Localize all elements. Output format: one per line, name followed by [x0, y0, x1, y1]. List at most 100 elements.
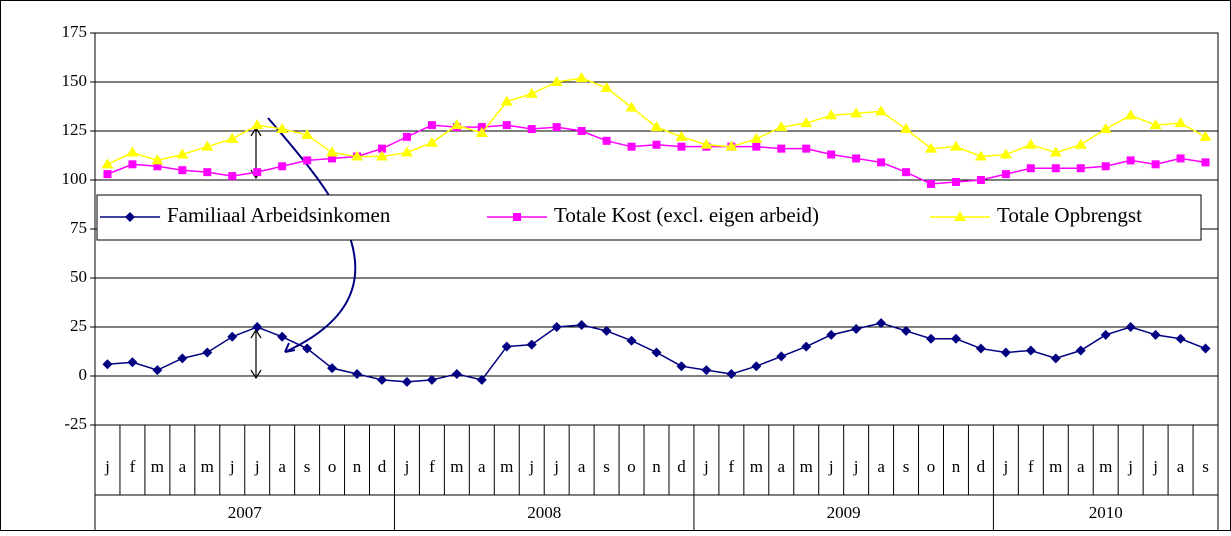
y-tick-label: 25 [70, 316, 87, 335]
point [951, 177, 960, 186]
x-tick-label: a [1177, 457, 1185, 476]
point [751, 361, 762, 372]
point [303, 156, 312, 165]
x-tick-label: d [378, 457, 387, 476]
point [752, 142, 761, 151]
x-tick-label: j [1127, 457, 1133, 476]
point [228, 172, 237, 181]
x-tick-label: a [578, 457, 586, 476]
point [1151, 160, 1160, 169]
x-tick-label: j [703, 457, 709, 476]
point [701, 365, 712, 376]
point [400, 146, 413, 157]
point [502, 121, 511, 130]
x-tick-label: j [528, 457, 534, 476]
point [501, 341, 512, 352]
x-tick-label: m [500, 457, 513, 476]
x-tick-label: f [429, 457, 435, 476]
x-tick-label: d [977, 457, 986, 476]
point [1049, 146, 1062, 157]
x-tick-label: j [1152, 457, 1158, 476]
point [825, 109, 838, 120]
point [900, 123, 913, 134]
point [776, 351, 787, 362]
point [1074, 138, 1087, 149]
x-tick-label: j [254, 457, 260, 476]
point [801, 341, 812, 352]
point [151, 154, 164, 165]
x-tick-label: m [1099, 457, 1112, 476]
point [450, 119, 463, 130]
point [401, 376, 412, 387]
point [576, 320, 587, 331]
point [1099, 123, 1112, 134]
x-tick-label: j [828, 457, 834, 476]
x-tick-label: m [800, 457, 813, 476]
point [675, 130, 688, 141]
point [949, 140, 962, 151]
point [802, 144, 811, 153]
point [525, 87, 538, 98]
point [1100, 329, 1111, 340]
point [526, 339, 537, 350]
x-tick-label: o [328, 457, 337, 476]
point [551, 322, 562, 332]
point [513, 213, 521, 221]
point [253, 168, 262, 177]
point [128, 160, 137, 169]
point [901, 325, 912, 336]
point [425, 136, 438, 147]
x-tick-label: f [729, 457, 735, 476]
x-tick-label: j [1003, 457, 1009, 476]
point [103, 170, 112, 179]
point [876, 318, 887, 329]
point [352, 369, 363, 380]
point [301, 128, 314, 139]
point [1201, 158, 1210, 167]
x-group-label: 2008 [527, 503, 561, 522]
y-tick-label: 100 [62, 169, 88, 188]
point [278, 162, 287, 171]
x-tick-label: o [927, 457, 936, 476]
x-tick-label: a [778, 457, 786, 476]
point [426, 374, 437, 385]
x-tick-label: m [750, 457, 763, 476]
x-group-label: 2007 [228, 503, 263, 522]
point [725, 140, 738, 151]
x-tick-label: s [603, 457, 610, 476]
x-tick-label: m [201, 457, 214, 476]
point [974, 150, 987, 161]
point [1126, 156, 1135, 165]
x-tick-label: f [130, 457, 136, 476]
x-tick-label: s [304, 457, 311, 476]
point [152, 365, 163, 376]
y-tick-label: 175 [62, 22, 88, 41]
point [226, 132, 239, 143]
legend [96, 194, 1202, 241]
point [1050, 353, 1061, 364]
point [1000, 347, 1011, 358]
point [351, 150, 364, 161]
point [1101, 162, 1110, 171]
point [500, 95, 513, 106]
point [877, 158, 886, 167]
point [625, 101, 638, 112]
point [527, 125, 536, 134]
point [1150, 329, 1161, 340]
y-tick-label: 75 [70, 218, 87, 237]
point [954, 211, 966, 221]
point [1026, 164, 1035, 173]
point [902, 168, 911, 177]
point [750, 132, 763, 143]
point [1176, 154, 1185, 163]
point [926, 333, 937, 344]
x-tick-label: a [1077, 457, 1085, 476]
x-tick-label: d [677, 457, 686, 476]
point [127, 357, 138, 368]
point [476, 374, 487, 385]
point [777, 144, 786, 153]
plot-area [94, 32, 1219, 426]
y-tick-label: 0 [79, 365, 88, 384]
